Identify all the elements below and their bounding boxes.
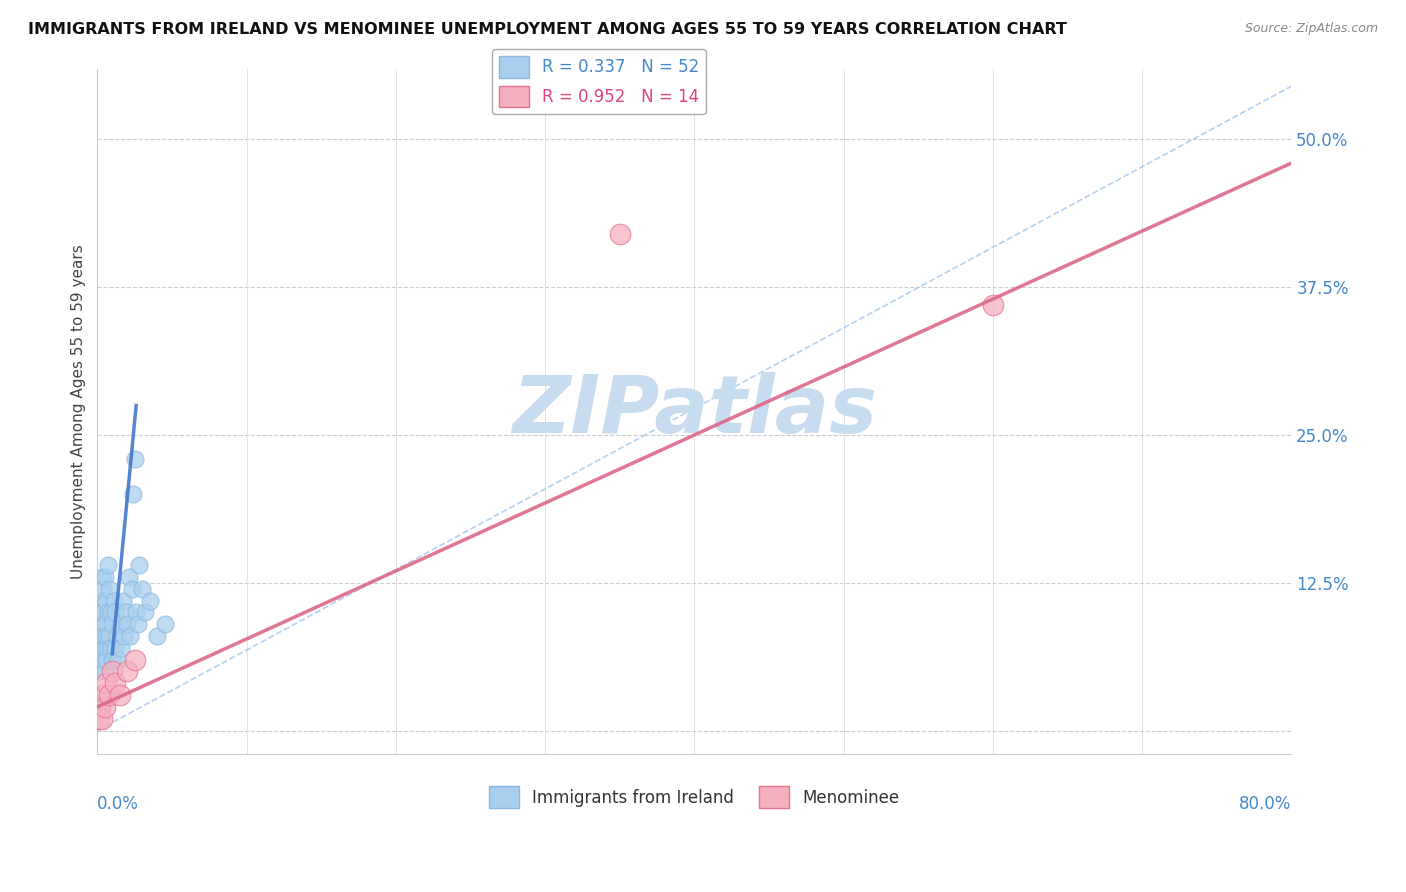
Point	[97, 640, 120, 655]
Point	[122, 487, 145, 501]
Point	[97, 605, 120, 619]
Point	[91, 652, 114, 666]
Point	[98, 629, 121, 643]
Point	[91, 629, 114, 643]
Point	[108, 688, 131, 702]
Point	[87, 712, 110, 726]
Point	[87, 640, 110, 655]
Text: 80.0%: 80.0%	[1239, 796, 1291, 814]
Text: IMMIGRANTS FROM IRELAND VS MENOMINEE UNEMPLOYMENT AMONG AGES 55 TO 59 YEARS CORR: IMMIGRANTS FROM IRELAND VS MENOMINEE UNE…	[28, 22, 1067, 37]
Point	[94, 640, 117, 655]
Point	[87, 665, 110, 679]
Point	[146, 629, 169, 643]
Point	[124, 652, 146, 666]
Point	[94, 617, 117, 632]
Point	[89, 617, 111, 632]
Point	[96, 676, 118, 690]
Point	[121, 582, 143, 596]
Point	[91, 605, 114, 619]
Point	[94, 570, 117, 584]
Point	[97, 558, 120, 572]
Point	[98, 688, 121, 702]
Point	[120, 629, 142, 643]
Point	[124, 451, 146, 466]
Point	[89, 700, 111, 714]
Point	[90, 570, 112, 584]
Text: ZIPatlas: ZIPatlas	[512, 372, 877, 450]
Point	[94, 665, 117, 679]
Point	[96, 652, 118, 666]
Point	[91, 688, 114, 702]
Point	[115, 617, 138, 632]
Point	[118, 570, 141, 584]
Point	[609, 227, 631, 241]
Point	[100, 640, 122, 655]
Point	[134, 605, 156, 619]
Text: 0.0%: 0.0%	[97, 796, 139, 814]
Point	[100, 605, 122, 619]
Point	[90, 640, 112, 655]
Point	[153, 617, 176, 632]
Point	[112, 629, 135, 643]
Point	[115, 665, 138, 679]
Point	[89, 593, 111, 607]
Text: Source: ZipAtlas.com: Source: ZipAtlas.com	[1244, 22, 1378, 36]
Point	[104, 640, 127, 655]
Point	[89, 652, 111, 666]
Point	[101, 652, 124, 666]
Point	[104, 605, 127, 619]
Point	[138, 593, 160, 607]
Point	[125, 605, 148, 619]
Legend: Immigrants from Ireland, Menominee: Immigrants from Ireland, Menominee	[482, 780, 907, 814]
Point	[108, 617, 131, 632]
Point	[103, 593, 125, 607]
Point	[111, 593, 134, 607]
Point	[101, 665, 124, 679]
Point	[96, 629, 118, 643]
Point	[104, 676, 127, 690]
Point	[128, 558, 150, 572]
Point	[127, 617, 149, 632]
Point	[981, 298, 1004, 312]
Point	[94, 700, 117, 714]
Point	[101, 617, 124, 632]
Point	[107, 652, 129, 666]
Point	[90, 712, 112, 726]
Point	[96, 593, 118, 607]
Point	[114, 605, 136, 619]
Point	[131, 582, 153, 596]
Point	[90, 605, 112, 619]
Y-axis label: Unemployment Among Ages 55 to 59 years: Unemployment Among Ages 55 to 59 years	[72, 244, 86, 579]
Point	[105, 629, 128, 643]
Point	[110, 640, 132, 655]
Point	[98, 582, 121, 596]
Point	[91, 582, 114, 596]
